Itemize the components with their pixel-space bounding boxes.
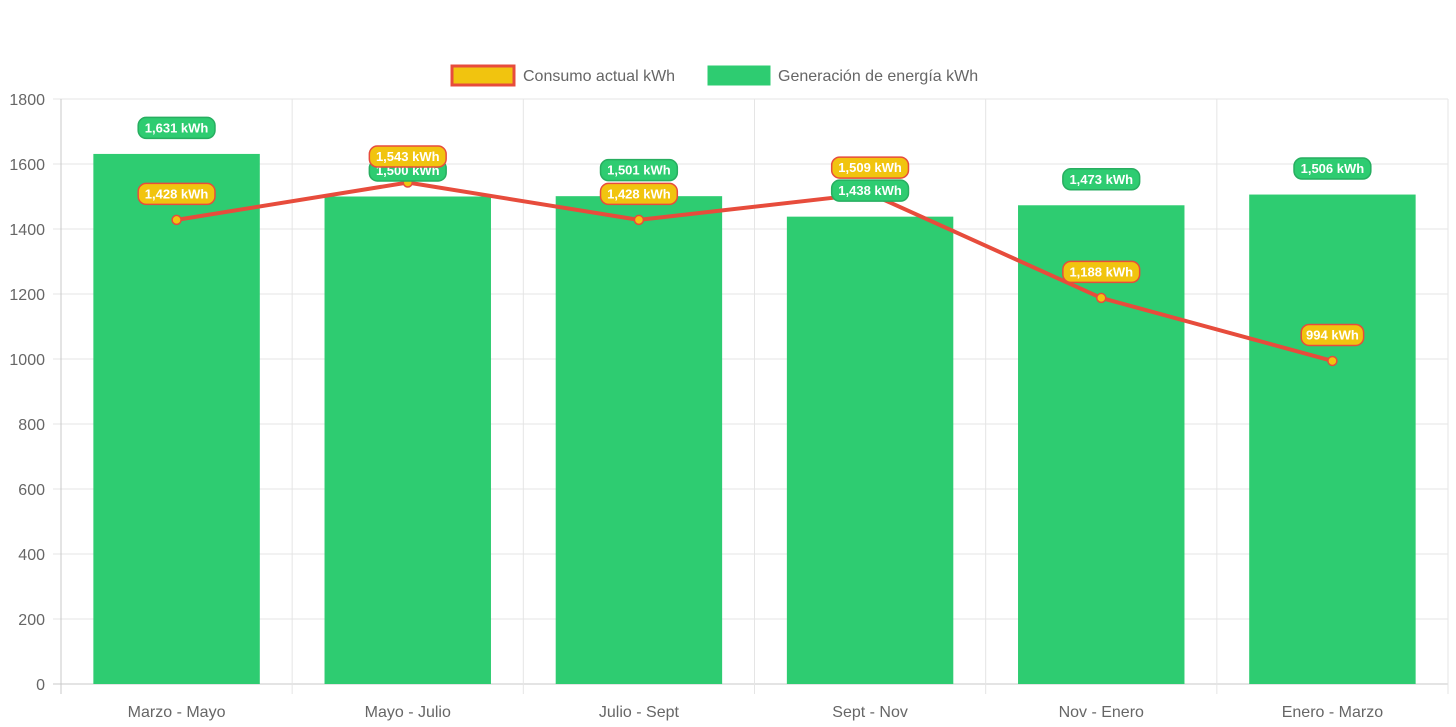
bar-series [93,153,1416,685]
bar-value-label-enero-marzo: 1,506 kWh [1293,157,1372,180]
y-axis: 0 200 400 600 800 1000 1200 1400 1600 1800 [9,92,45,694]
line-value-label-nov-enero-text: 1,188 kWh [1069,264,1133,279]
x-axis: Marzo - Mayo Mayo - Julio Julio - Sept Sept… [128,704,1384,721]
line-value-label-enero-marzo: 994 kWh [1300,323,1365,347]
bar-value-label-sept-nov-text: 1,438 kWh [838,183,902,198]
y-tick-label: 600 [18,482,45,499]
legend-swatch-generacion [707,65,771,86]
y-tick-label: 1800 [9,92,45,109]
legend-item-consumo[interactable]: Consumo actual kWh [450,64,675,87]
line-value-label-mayo-julio-text: 1,543 kWh [376,149,440,164]
bar-nov-enero[interactable] [1018,205,1185,684]
line-value-label-julio-sept: 1,428 kWh [599,182,679,206]
consumo-line [174,180,1335,363]
line-point-nov-enero[interactable] [1096,292,1107,304]
y-tick-label: 800 [18,417,45,434]
y-tick-label: 1600 [9,157,45,174]
line-value-label-enero-marzo-bg [1300,323,1365,347]
bar-value-label-marzo-mayo: 1,631 kWh [137,116,216,140]
bar-value-label-sept-nov: 1,438 kWh [830,179,910,202]
bar-value-label-julio-sept-bg [599,158,679,182]
line-value-label-marzo-mayo-bg [137,182,216,206]
bar-value-label-marzo-mayo-text: 1,631 kWh [145,120,209,135]
legend-swatch-consumo [450,64,516,87]
line-value-label-sept-nov-text: 1,509 kWh [838,160,902,175]
line-value-label-mayo-julio-bg [368,145,447,168]
bar-sept-nov[interactable] [786,216,954,684]
line-value-label-nov-enero-bg [1062,260,1141,284]
legend-item-generacion[interactable]: Generación de energía kWh [707,65,978,86]
bar-value-label-nov-enero-text: 1,473 kWh [1069,172,1133,187]
legend-label-generacion: Generación de energía kWh [778,68,978,85]
line-value-label-mayo-julio: 1,543 kWh [368,145,447,168]
line-value-label-julio-sept-text: 1,428 kWh [607,186,671,201]
bar-marzo-mayo[interactable] [93,153,260,685]
line-value-label-sept-nov: 1,509 kWh [830,156,910,179]
bar-value-label-nov-enero-bg [1062,168,1141,191]
x-tick-label-sept-nov: Sept - Nov [832,704,908,721]
x-tick-label-marzo-mayo: Marzo - Mayo [128,704,226,721]
y-tick-label: 1400 [9,222,45,239]
bar-value-label-nov-enero: 1,473 kWh [1062,168,1141,191]
bar-value-label-sept-nov-bg [830,179,910,202]
grid [53,98,1449,694]
y-tick-label: 200 [18,612,45,629]
line-value-label-nov-enero: 1,188 kWh [1062,260,1141,284]
legend-label-consumo: Consumo actual kWh [523,68,675,85]
bar-mayo-julio[interactable] [324,196,491,685]
x-tick-label-nov-enero: Nov - Enero [1059,704,1144,721]
bar-julio-sept[interactable] [555,196,723,685]
bar-value-label-julio-sept-text: 1,501 kWh [607,163,671,178]
bar-value-label-enero-marzo-text: 1,506 kWh [1301,161,1365,176]
x-tick-label-julio-sept: Julio - Sept [599,704,680,721]
line-point-marzo-mayo[interactable] [171,214,182,226]
line-value-label-enero-marzo-text: 994 kWh [1306,327,1359,342]
x-tick-label-enero-marzo: Enero - Marzo [1282,704,1383,721]
y-tick-label: 1200 [9,287,45,304]
line-point-julio-sept[interactable] [633,214,645,226]
bar-value-label-marzo-mayo-bg [137,116,216,140]
line-value-label-sept-nov-bg [830,156,910,179]
y-tick-label: 400 [18,547,45,564]
bar-value-label-enero-marzo-bg [1293,157,1372,180]
y-tick-label: 1000 [9,352,45,369]
y-tick-label: 0 [36,677,45,694]
line-value-label-marzo-mayo-text: 1,428 kWh [145,186,209,201]
legend: Consumo actual kWh Generación de energía… [450,64,978,87]
bar-enero-marzo[interactable] [1249,194,1416,685]
x-tick-label-mayo-julio: Mayo - Julio [365,704,451,721]
line-point-enero-marzo[interactable] [1327,355,1338,367]
line-value-label-marzo-mayo: 1,428 kWh [137,182,216,206]
line-value-label-julio-sept-bg [599,182,679,206]
bar-value-label-julio-sept: 1,501 kWh [599,158,679,182]
